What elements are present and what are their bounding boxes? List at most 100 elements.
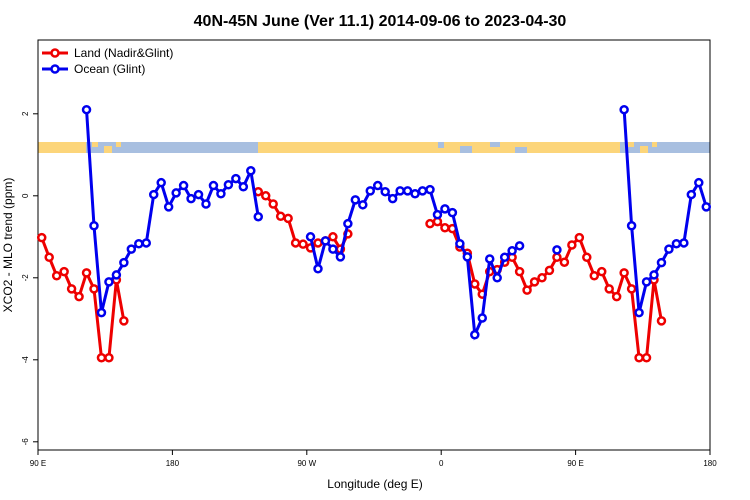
x-axis-label: Longitude (deg E) <box>327 477 422 491</box>
chart-title: 40N-45N June (Ver 11.1) 2014-09-06 to 20… <box>194 13 567 30</box>
data-point <box>171 188 181 198</box>
x-tick-label: 180 <box>703 459 717 468</box>
data-point <box>634 307 644 318</box>
y-tick-label: 0 <box>21 193 30 198</box>
data-point <box>552 252 562 263</box>
data-point <box>290 238 301 248</box>
x-tick-label: 90 E <box>30 459 46 468</box>
data-point <box>626 284 637 294</box>
data-point <box>111 270 122 280</box>
data-point <box>522 285 532 295</box>
y-axis-label: XCO2 - MLO trend (ppm) <box>1 178 15 313</box>
legend-swatch <box>50 48 60 58</box>
data-point <box>455 239 465 249</box>
data-point <box>119 257 129 268</box>
data-point <box>656 316 667 326</box>
data-point <box>238 182 249 192</box>
data-point <box>440 223 450 233</box>
data-point <box>178 180 189 191</box>
data-point <box>89 220 99 231</box>
data-point <box>567 240 577 250</box>
data-point <box>619 104 629 115</box>
data-point <box>223 179 234 190</box>
data-point <box>492 273 502 283</box>
data-point <box>470 330 480 340</box>
y-tick-label: -4 <box>21 356 30 364</box>
data-point <box>74 291 84 302</box>
data-point <box>268 199 278 209</box>
data-point <box>462 252 473 262</box>
data-point <box>529 277 540 287</box>
data-point <box>537 273 547 283</box>
data-point <box>59 266 69 277</box>
data-point <box>163 202 174 212</box>
data-point <box>589 271 600 281</box>
data-point <box>298 239 308 249</box>
data-point <box>320 236 331 246</box>
data-point <box>275 211 286 222</box>
data-point <box>119 316 129 326</box>
data-point <box>432 209 443 220</box>
data-point <box>634 353 644 363</box>
data-point <box>134 239 144 249</box>
y-tick-label: -6 <box>21 438 30 446</box>
data-point <box>679 238 689 248</box>
data-point <box>358 200 368 210</box>
data-point <box>417 186 428 196</box>
data-point <box>619 268 629 278</box>
data-point <box>208 180 219 191</box>
y-tick-label: -2 <box>21 274 30 282</box>
data-point <box>507 245 517 256</box>
data-point <box>365 186 376 196</box>
data-point <box>380 186 390 197</box>
data-point <box>402 186 413 196</box>
data-point <box>387 193 398 204</box>
data-point <box>350 195 361 205</box>
data-point <box>611 291 622 302</box>
data-point <box>552 245 562 255</box>
data-point <box>425 184 435 195</box>
data-point <box>641 277 652 287</box>
data-point <box>96 353 107 363</box>
data-point <box>343 218 353 229</box>
data-point <box>596 266 607 277</box>
data-point <box>313 238 323 248</box>
data-point <box>148 189 159 200</box>
legend-swatch <box>50 64 60 74</box>
data-point <box>574 232 585 243</box>
data-point <box>44 252 54 263</box>
x-tick-label: 0 <box>439 459 444 468</box>
data-point <box>514 241 525 251</box>
legend-label: Ocean (Glint) <box>74 62 145 76</box>
data-point <box>126 244 137 254</box>
data-point <box>260 191 271 201</box>
data-point <box>372 180 383 191</box>
data-point <box>81 104 92 115</box>
data-point <box>447 207 458 218</box>
data-point <box>96 307 107 318</box>
data-point <box>649 270 659 280</box>
data-point <box>671 239 682 249</box>
plot-frame <box>37 39 711 451</box>
data-point <box>395 186 405 196</box>
data-point <box>104 353 114 363</box>
data-point <box>328 232 338 242</box>
data-point <box>335 252 346 262</box>
data-point <box>81 268 92 278</box>
data-point <box>559 257 570 267</box>
data-point <box>104 277 114 287</box>
data-point <box>664 244 674 254</box>
data-point <box>582 252 592 263</box>
data-point <box>410 189 420 199</box>
data-point <box>470 279 480 289</box>
data-point <box>216 189 226 199</box>
data-point <box>231 173 241 184</box>
x-tick-label: 90 E <box>567 459 583 468</box>
data-point <box>253 211 264 222</box>
data-point <box>328 244 338 254</box>
data-point <box>626 220 637 231</box>
data-point <box>186 193 196 204</box>
x-tick-label: 180 <box>166 459 180 468</box>
x-tick-label: 90 W <box>297 459 316 468</box>
